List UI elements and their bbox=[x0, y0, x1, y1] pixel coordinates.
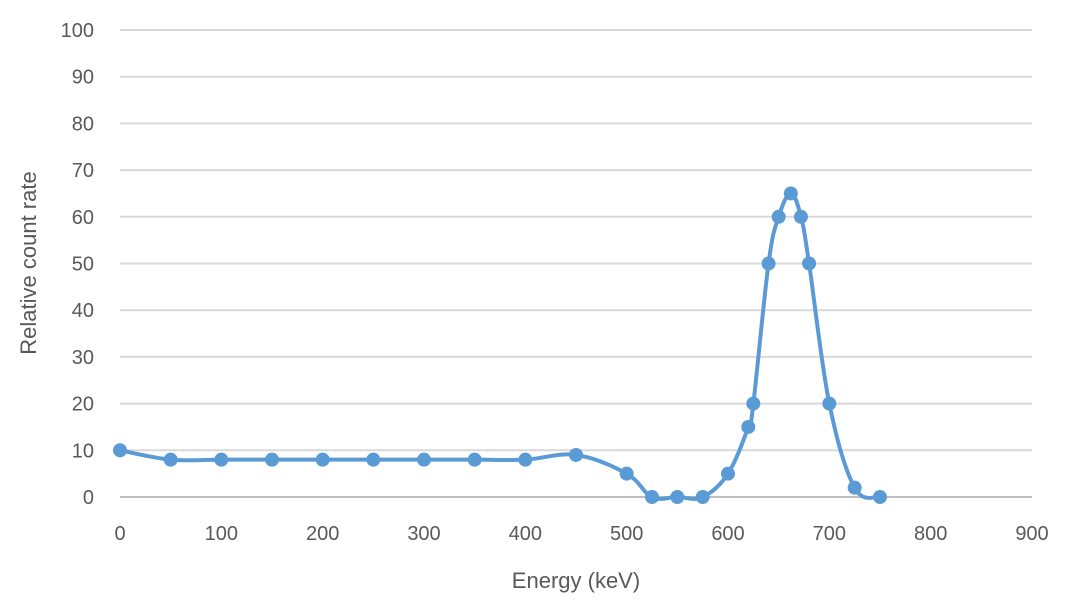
data-point bbox=[315, 452, 330, 467]
y-tick-labels: 0 10 20 30 40 50 60 70 80 90 100 bbox=[61, 20, 94, 509]
data-point bbox=[619, 466, 634, 481]
x-tick-label: 800 bbox=[914, 523, 947, 545]
x-tick-label: 500 bbox=[610, 523, 643, 545]
y-tick-label: 70 bbox=[72, 160, 94, 182]
data-point bbox=[793, 209, 808, 224]
data-point bbox=[721, 466, 735, 481]
y-tick-label: 30 bbox=[72, 347, 94, 369]
data-point bbox=[569, 447, 583, 462]
data-point bbox=[741, 419, 756, 434]
data-point bbox=[761, 256, 776, 271]
data-point bbox=[417, 452, 431, 467]
data-point bbox=[746, 396, 761, 411]
y-tick-label: 90 bbox=[72, 67, 94, 89]
data-point bbox=[695, 490, 710, 504]
series-markers bbox=[113, 186, 887, 504]
gridlines bbox=[120, 29, 1032, 498]
x-tick-label: 600 bbox=[711, 523, 744, 545]
data-point bbox=[214, 452, 229, 467]
y-tick-label: 60 bbox=[72, 207, 94, 229]
x-tick-label: 900 bbox=[1015, 523, 1048, 545]
data-point bbox=[265, 452, 279, 467]
data-point bbox=[771, 209, 786, 224]
y-tick-label: 80 bbox=[72, 113, 94, 135]
data-point bbox=[645, 490, 659, 504]
y-tick-label: 100 bbox=[61, 20, 94, 42]
data-point bbox=[822, 396, 837, 411]
x-tick-label: 300 bbox=[407, 523, 440, 545]
data-point bbox=[670, 490, 685, 504]
y-tick-label: 40 bbox=[72, 300, 94, 322]
y-tick-label: 0 bbox=[83, 487, 94, 509]
data-point bbox=[467, 452, 482, 467]
data-point bbox=[847, 480, 862, 495]
x-tick-labels: 0 100 200 300 400 500 600 700 800 900 bbox=[114, 523, 1048, 545]
data-point bbox=[366, 452, 381, 467]
data-point bbox=[802, 256, 817, 271]
y-tick-label: 50 bbox=[72, 254, 94, 276]
x-tick-label: 0 bbox=[114, 523, 125, 545]
data-point bbox=[518, 452, 533, 467]
x-tick-label: 100 bbox=[205, 523, 238, 545]
x-tick-label: 400 bbox=[509, 523, 542, 545]
data-point bbox=[163, 452, 178, 467]
x-tick-label: 200 bbox=[306, 523, 339, 545]
y-tick-label: 10 bbox=[72, 440, 94, 462]
data-point bbox=[113, 443, 127, 458]
series-line bbox=[119, 191, 881, 501]
y-tick-label: 20 bbox=[72, 394, 94, 416]
x-axis-label: Energy (keV) bbox=[512, 568, 640, 593]
data-point bbox=[783, 186, 798, 201]
y-axis-label: Relative count rate bbox=[16, 171, 41, 354]
x-tick-label: 700 bbox=[813, 523, 846, 545]
data-point bbox=[873, 490, 887, 504]
